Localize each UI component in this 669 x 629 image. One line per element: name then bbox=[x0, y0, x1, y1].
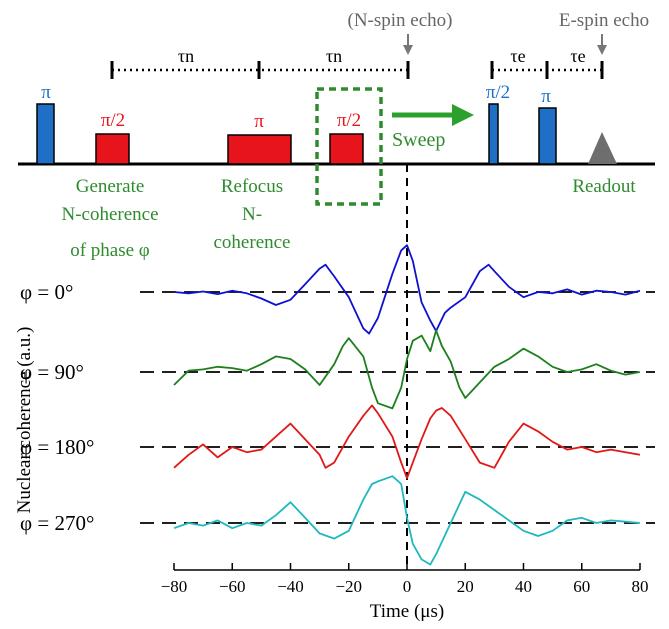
refocus-pi-pulse-label: π bbox=[254, 111, 264, 132]
pi-pulse-2-label: π bbox=[541, 86, 551, 107]
series-trace bbox=[173, 329, 641, 410]
tau-e-label-1: τe bbox=[510, 46, 525, 66]
x-axis-label: Time (μs) bbox=[370, 601, 444, 622]
sweep-highlight-box bbox=[315, 87, 383, 206]
x-tick-label: 80 bbox=[632, 577, 649, 596]
tau-n-label-1: τn bbox=[178, 46, 194, 66]
series-trace bbox=[173, 404, 641, 480]
pi-half-pulse-3-label: π/2 bbox=[486, 82, 510, 103]
series-traces bbox=[173, 244, 641, 566]
y-axis-label: Nuclear coherence (a.u.) bbox=[14, 327, 35, 514]
x-tick-label: −20 bbox=[335, 577, 362, 596]
series-label: φ = 270° bbox=[20, 511, 94, 535]
n-echo-arrowhead bbox=[403, 45, 413, 55]
pulse-sequence: (N-spin echo) E-spin echo τn τn τe τe π … bbox=[18, 10, 655, 261]
x-tick-label: −40 bbox=[277, 577, 304, 596]
caption-readout: Readout bbox=[572, 176, 636, 197]
e-spin-echo-label: E-spin echo bbox=[559, 10, 649, 31]
caption-generate-3: of phase φ bbox=[70, 240, 150, 261]
series-label: φ = 90° bbox=[20, 360, 84, 384]
readout-echo-triangle bbox=[588, 132, 617, 164]
tau-n-label-2: τn bbox=[326, 46, 342, 66]
caption-refocus-1: Refocus bbox=[221, 176, 283, 197]
x-tick-label: 20 bbox=[457, 577, 474, 596]
x-tick-label: −80 bbox=[161, 577, 188, 596]
series-baselines bbox=[140, 291, 655, 524]
pi-half-pulse-1 bbox=[95, 133, 130, 165]
e-echo-arrowhead bbox=[597, 45, 607, 55]
series-label: φ = 0° bbox=[20, 280, 73, 304]
caption-refocus-3: coherence bbox=[214, 232, 291, 253]
sweep-label: Sweep bbox=[392, 129, 445, 151]
caption-generate-2: N-coherence bbox=[61, 204, 158, 225]
caption-generate-1: Generate bbox=[76, 176, 145, 197]
pi-pulse-1 bbox=[36, 103, 55, 165]
pi-half-pulse-2 bbox=[329, 133, 364, 165]
pi-half-pulse-2-label: π/2 bbox=[337, 110, 361, 131]
pi-half-pulse-1-label: π/2 bbox=[101, 110, 125, 131]
x-tick-label: 40 bbox=[515, 577, 532, 596]
caption-refocus-2: N- bbox=[242, 204, 262, 225]
x-tick-label: 60 bbox=[573, 577, 590, 596]
n-spin-echo-label: (N-spin echo) bbox=[348, 10, 453, 31]
series-trace bbox=[173, 475, 641, 566]
series-trace bbox=[173, 244, 641, 335]
pi-pulse-2 bbox=[538, 107, 557, 165]
x-tick-label: 0 bbox=[403, 577, 412, 596]
tau-e-label-2: τe bbox=[570, 46, 585, 66]
coherence-chart: −80 −60 −40 −20 0 20 40 60 80 φ = 0° φ = 90° φ = 1… bbox=[14, 164, 655, 622]
refocus-pi-pulse bbox=[227, 134, 292, 165]
pi-half-pulse-3 bbox=[488, 103, 499, 165]
x-tick-label: −60 bbox=[219, 577, 246, 596]
x-ticks: −80 −60 −40 −20 0 20 40 60 80 bbox=[161, 563, 649, 596]
series-labels: φ = 0° φ = 90° φ = 180° φ = 270° bbox=[20, 280, 94, 535]
sweep-arrowhead bbox=[452, 104, 474, 126]
pi-pulse-1-label: π bbox=[41, 82, 51, 103]
series-label: φ = 180° bbox=[20, 435, 94, 459]
